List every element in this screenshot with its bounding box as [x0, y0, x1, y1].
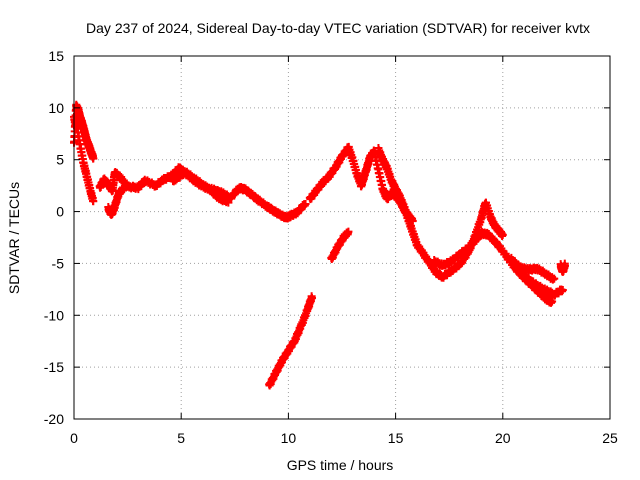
x-tick-label: 25: [602, 430, 618, 446]
series-trace-f: [305, 142, 417, 226]
data-point: [560, 261, 569, 270]
chart-title: Day 237 of 2024, Sidereal Day-to-day VTE…: [86, 20, 590, 36]
series-trace-m: [327, 227, 353, 263]
y-tick-label: 10: [48, 100, 64, 116]
data-point: [344, 227, 353, 236]
series-trace-l: [265, 292, 316, 390]
data-point: [498, 230, 507, 239]
data-point: [558, 286, 567, 295]
series-trace-k: [556, 259, 569, 276]
x-tick-label: 0: [70, 430, 78, 446]
data-point: [301, 199, 310, 208]
x-axis-label: GPS time / hours: [287, 457, 394, 473]
y-tick-label: 5: [56, 152, 64, 168]
y-tick-label: -5: [52, 255, 65, 271]
series-trace-j: [520, 270, 567, 300]
series-trace-i: [507, 253, 559, 284]
y-tick-label: -10: [44, 307, 64, 323]
plot-frame: [73, 55, 611, 420]
x-tick-label: 5: [177, 430, 185, 446]
data-point: [224, 198, 233, 207]
y-tick-label: -20: [44, 411, 64, 427]
y-axis-label: SDTVAR / TECUs: [6, 182, 22, 294]
y-tick-label: 15: [48, 48, 64, 64]
x-tick-label: 20: [495, 430, 511, 446]
x-tick-label: 10: [281, 430, 297, 446]
data-point: [89, 197, 98, 206]
data-point: [119, 185, 128, 194]
y-tick-label: 0: [56, 204, 64, 220]
data-point: [550, 274, 559, 283]
data-point: [307, 294, 316, 303]
ticks: 0 5 10 15 20 25 15 10 5 0 -5 -10 -15 -20: [44, 48, 618, 446]
series-trace-e: [168, 167, 233, 207]
data-point: [89, 154, 98, 163]
y-tick-label: -15: [44, 359, 64, 375]
x-tick-label: 15: [388, 430, 404, 446]
data-layer: [70, 100, 569, 390]
series-trace-d: [104, 184, 128, 219]
series-trace-c: [95, 163, 310, 223]
